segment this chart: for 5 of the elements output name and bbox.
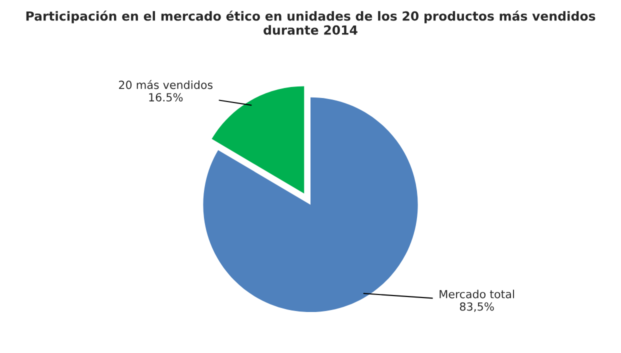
slice-label: 20 más vendidos <box>119 80 213 90</box>
data-label: 83,5% <box>460 302 494 312</box>
slice-label: Mercado total <box>440 290 514 298</box>
data-label: 16.5% <box>149 93 183 102</box>
chart-title: Participación en el mercado ético en unidades de los 20 productos más vendidos durante 2014 <box>26 10 596 35</box>
